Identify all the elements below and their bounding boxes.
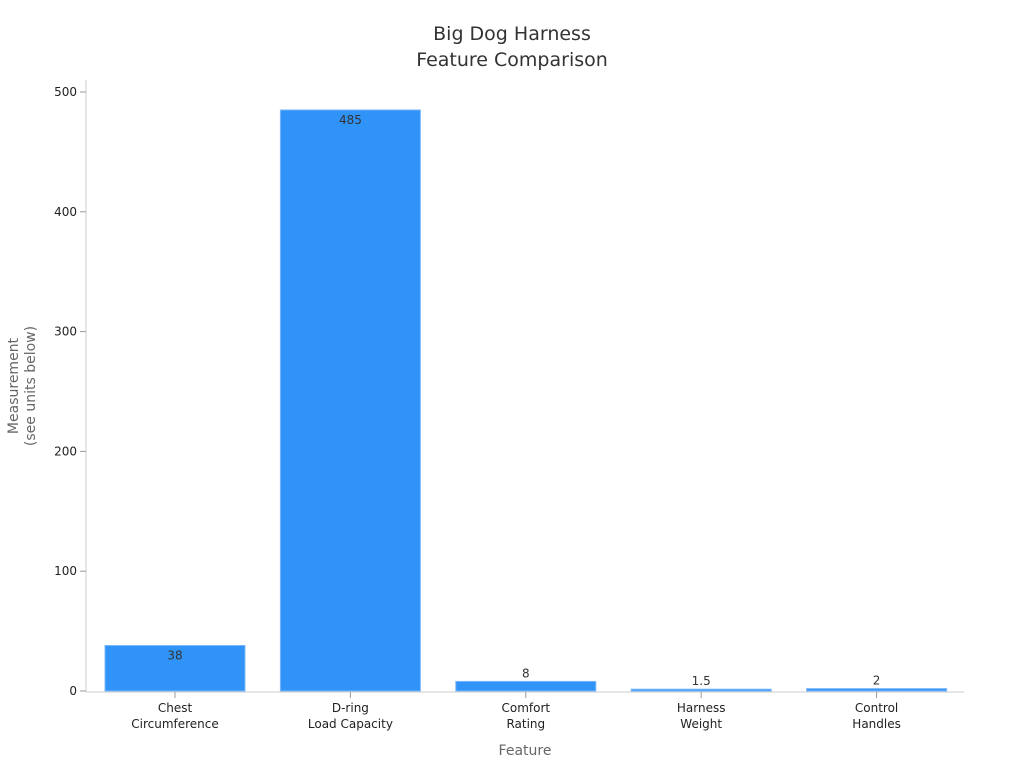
chart-title-line-2: Feature Comparison xyxy=(416,49,608,71)
data-label: 1.5 xyxy=(692,674,711,688)
y-tick-label: 400 xyxy=(54,205,77,219)
bar xyxy=(279,109,421,692)
x-tick-label: Chest xyxy=(158,701,193,715)
y-axis-label-line-2: (see units below) xyxy=(23,326,39,446)
y-tick-label: 200 xyxy=(54,444,77,458)
bar xyxy=(104,644,246,692)
x-tick-label: Handles xyxy=(852,717,901,731)
data-label: 2 xyxy=(873,674,881,688)
x-tick-label: D-ring xyxy=(332,701,369,715)
bar xyxy=(630,688,772,692)
chart-title-line-1: Big Dog Harness xyxy=(433,23,591,45)
data-label: 8 xyxy=(522,666,530,680)
y-tick-label: 100 xyxy=(54,564,77,578)
x-tick-label: Harness xyxy=(677,701,726,715)
y-tick-label: 500 xyxy=(54,85,77,99)
bar xyxy=(455,680,597,692)
x-axis-label: Feature xyxy=(499,743,552,759)
x-tick-label: Comfort xyxy=(501,701,550,715)
data-label: 38 xyxy=(167,648,182,662)
y-tick-label: 0 xyxy=(69,684,77,698)
x-tick-label: Circumference xyxy=(131,717,219,731)
x-tick-label: Load Capacity xyxy=(308,717,393,731)
bar xyxy=(806,688,948,692)
x-tick-label: Weight xyxy=(680,717,722,731)
y-tick-label: 300 xyxy=(54,325,77,339)
x-tick-label: Rating xyxy=(506,717,545,731)
x-tick-label: Control xyxy=(855,701,898,715)
data-label: 485 xyxy=(339,113,362,127)
y-axis-label-line-1: Measurement xyxy=(6,337,22,434)
